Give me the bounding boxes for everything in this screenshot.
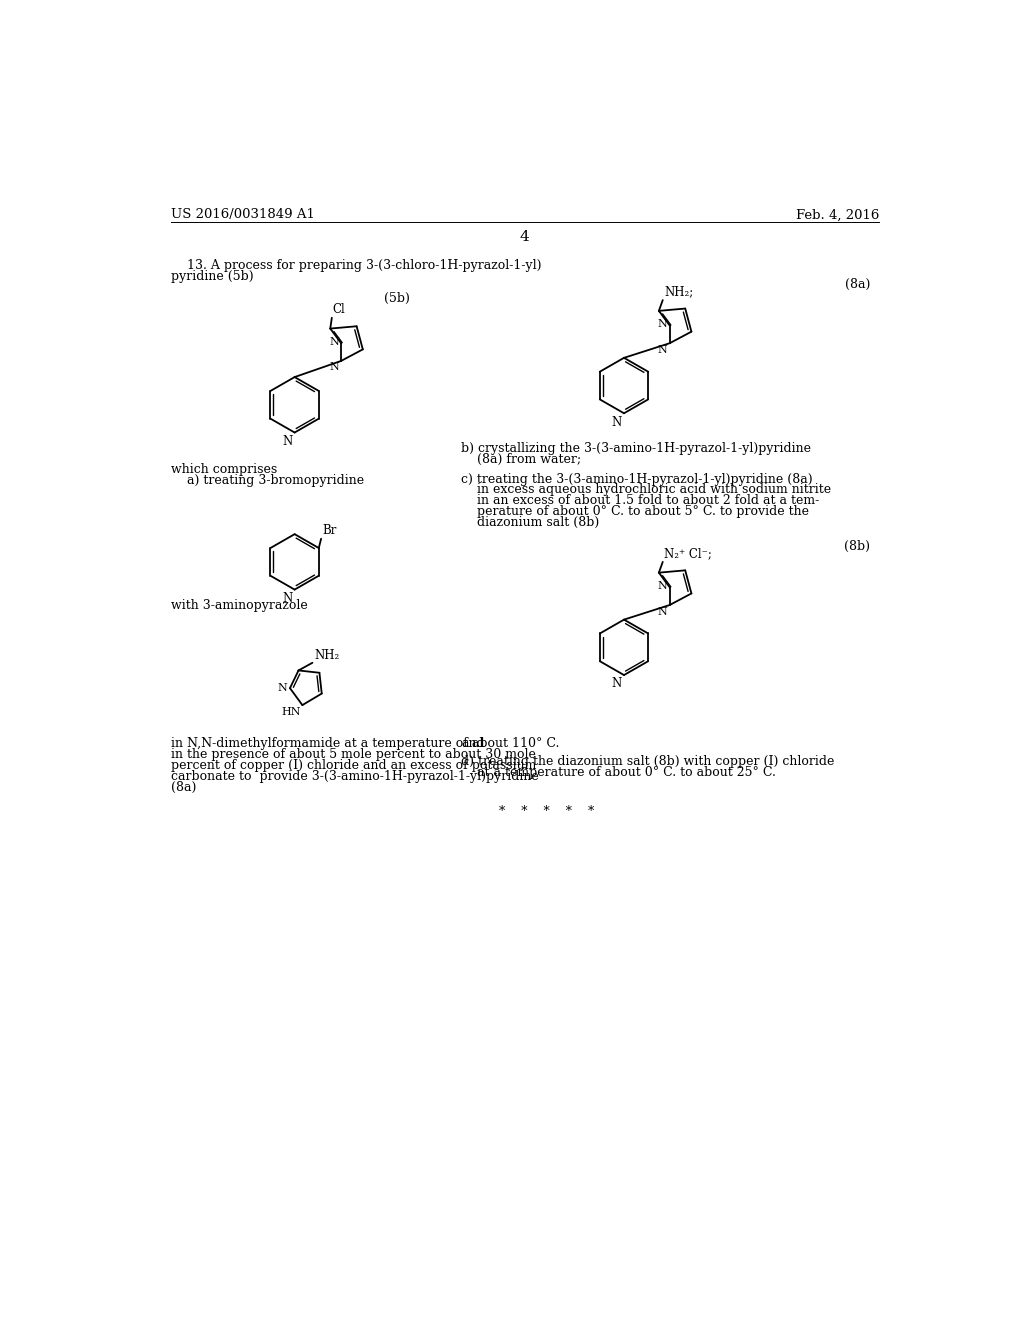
Text: with 3-aminopyrazole: with 3-aminopyrazole	[171, 599, 307, 612]
Text: N: N	[278, 684, 288, 693]
Text: HN: HN	[282, 708, 301, 717]
Text: N: N	[282, 434, 292, 447]
Text: and: and	[461, 738, 485, 751]
Text: (8b): (8b)	[845, 540, 870, 553]
Text: (8a): (8a)	[845, 277, 870, 290]
Text: N: N	[282, 591, 292, 605]
Text: a) treating 3-bromopyridine: a) treating 3-bromopyridine	[171, 474, 364, 487]
Text: which comprises: which comprises	[171, 462, 276, 475]
Text: US 2016/0031849 A1: US 2016/0031849 A1	[171, 209, 314, 222]
Text: diazonium salt (8b): diazonium salt (8b)	[461, 516, 599, 529]
Text: b) crystallizing the 3-(3-amino-1H-pyrazol-1-yl)pyridine: b) crystallizing the 3-(3-amino-1H-pyraz…	[461, 442, 811, 455]
Text: in N,N-dimethylformamide at a temperature of about 110° C.: in N,N-dimethylformamide at a temperatur…	[171, 738, 559, 751]
Text: perature of about 0° C. to about 5° C. to provide the: perature of about 0° C. to about 5° C. t…	[461, 506, 809, 517]
Text: N: N	[657, 607, 668, 616]
Text: 4: 4	[520, 230, 529, 244]
Text: d) treating the diazonium salt (8b) with copper (I) chloride: d) treating the diazonium salt (8b) with…	[461, 755, 835, 768]
Text: (5b): (5b)	[384, 292, 410, 305]
Text: Br: Br	[322, 524, 336, 537]
Text: 13. A process for preparing 3-(3-chloro-1H-pyrazol-1-yl): 13. A process for preparing 3-(3-chloro-…	[171, 259, 541, 272]
Text: NH₂;: NH₂;	[665, 285, 693, 298]
Text: carbonate to  provide 3-(3-amino-1H-pyrazol-1-yl)pyridine: carbonate to provide 3-(3-amino-1H-pyraz…	[171, 770, 539, 783]
Text: in excess aqueous hydrochloric acid with sodium nitrite: in excess aqueous hydrochloric acid with…	[461, 483, 831, 496]
Text: Feb. 4, 2016: Feb. 4, 2016	[796, 209, 879, 222]
Text: (8a) from water;: (8a) from water;	[461, 453, 582, 466]
Text: N₂⁺ Cl⁻;: N₂⁺ Cl⁻;	[664, 548, 712, 560]
Text: in an excess of about 1.5 fold to about 2 fold at a tem-: in an excess of about 1.5 fold to about …	[461, 494, 819, 507]
Text: N: N	[657, 345, 668, 355]
Text: N: N	[657, 581, 668, 591]
Text: c) treating the 3-(3-amino-1H-pyrazol-1-yl)pyridine (8a): c) treating the 3-(3-amino-1H-pyrazol-1-…	[461, 473, 813, 486]
Text: percent of copper (I) chloride and an excess of potassium: percent of copper (I) chloride and an ex…	[171, 759, 536, 772]
Text: N: N	[329, 363, 339, 372]
Text: N: N	[611, 416, 622, 429]
Text: pyridine (5b): pyridine (5b)	[171, 271, 253, 282]
Text: in the presence of about 5 mole percent to about 30 mole: in the presence of about 5 mole percent …	[171, 748, 536, 762]
Text: N: N	[657, 319, 668, 329]
Text: N: N	[611, 677, 622, 690]
Text: N: N	[329, 337, 339, 347]
Text: NH₂: NH₂	[314, 649, 339, 663]
Text: (8a): (8a)	[171, 780, 196, 793]
Text: Cl: Cl	[333, 304, 345, 317]
Text: at a temperature of about 0° C. to about 25° C.: at a temperature of about 0° C. to about…	[461, 766, 776, 779]
Text: *    *    *    *    *: * * * * *	[499, 805, 594, 818]
